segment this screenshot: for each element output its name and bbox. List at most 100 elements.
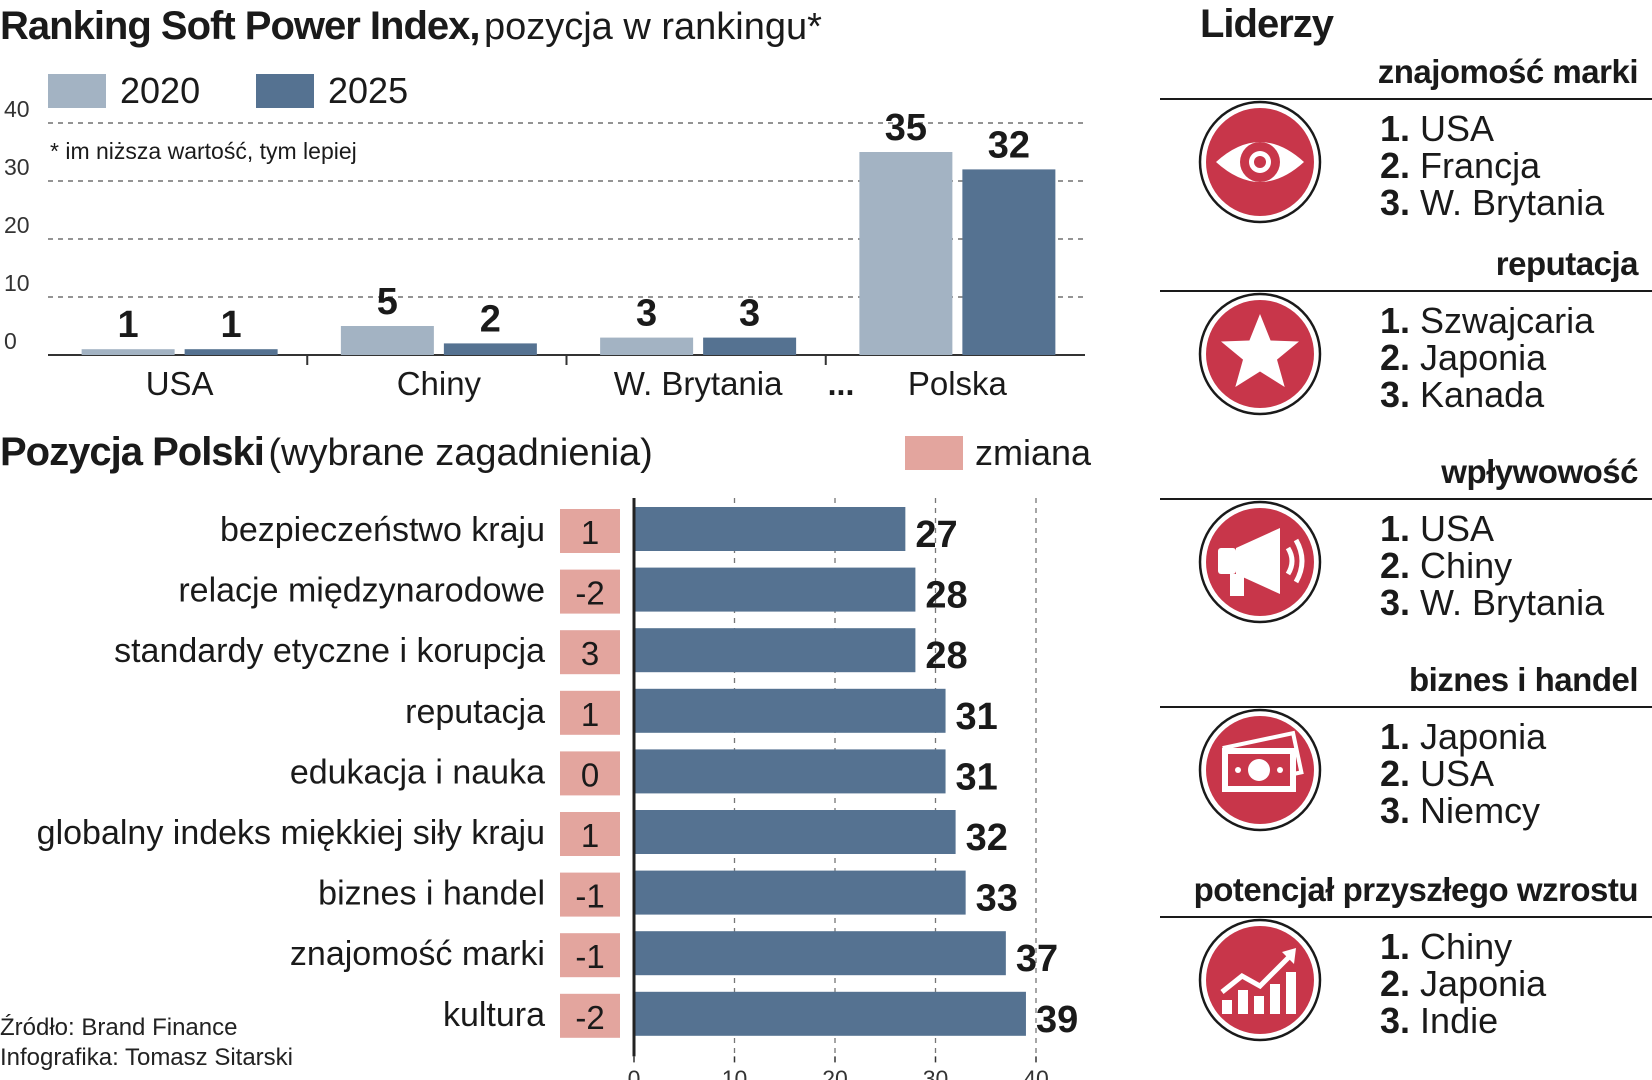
leaders-category-potencjal-przyszlego-wzrostu: potencjał przyszłego wzrostu 1. Chiny 2. J… (1160, 870, 1652, 1060)
leaders-category-title: reputacja (1495, 245, 1639, 282)
leader-rank: 3. (1380, 182, 1411, 223)
leader-country: Japonia (1420, 963, 1547, 1004)
leader-item: 2. Japonia (1380, 965, 1546, 1002)
ranking-title-regular: pozycja w rankingu* (483, 6, 822, 48)
data-label: 28 (925, 635, 967, 677)
leader-item: 2. Francja (1380, 147, 1604, 184)
y-tick-label: 10 (4, 270, 30, 296)
change-value: 1 (581, 696, 599, 733)
leader-item: 1. Chiny (1380, 928, 1546, 965)
money-icon (1198, 708, 1322, 832)
x-tick-label: 10 (722, 1065, 748, 1080)
poland-chart-title: Pozycja Polski (wybrane zagadnienia) (0, 430, 653, 475)
leader-rank: 3. (1380, 582, 1411, 623)
leader-rank: 3. (1380, 790, 1411, 831)
category-label-biznes-i-handel: biznes i handel (318, 875, 545, 913)
leader-country: W. Brytania (1420, 582, 1605, 623)
leader-item: 2. Japonia (1380, 339, 1594, 376)
y-tick-label: 30 (4, 154, 30, 180)
ranking-chart-title: Ranking Soft Power Index, pozycja w rank… (0, 4, 822, 49)
category-label-reputacja: reputacja (405, 693, 545, 731)
leader-item: 1. USA (1380, 110, 1604, 147)
change-value: -1 (575, 938, 604, 975)
change-value: 1 (581, 817, 599, 854)
leader-country: Chiny (1420, 545, 1513, 586)
leaders-category-title: potencjał przyszłego wzrostu (1193, 871, 1639, 908)
growth-chart-icon (1198, 918, 1322, 1042)
megaphone-icon (1198, 500, 1322, 624)
bar-2020-polska (859, 152, 953, 355)
data-label: 31 (956, 756, 998, 798)
data-label: 3 (739, 293, 760, 335)
leader-rank: 2. (1380, 963, 1411, 1004)
data-label: 1 (221, 304, 242, 346)
footnote: * im niższa wartość, tym lepiej (50, 138, 357, 164)
bar-znajomosc-marki (634, 931, 1006, 976)
leaders-title: Liderzy (1200, 2, 1334, 46)
leader-rank: 2. (1380, 145, 1411, 186)
leader-item: 3. Kanada (1380, 376, 1594, 413)
data-label: 39 (1036, 999, 1078, 1041)
ranking-title-bold: Ranking Soft Power Index, (0, 4, 481, 48)
bar-2020-usa (81, 349, 175, 355)
leaders-category-title: wpływowość (1441, 453, 1638, 490)
data-label: 2 (480, 298, 501, 340)
change-box-relacje-miedzynarodowe (560, 569, 620, 614)
leader-rank: 3. (1380, 374, 1411, 415)
bar-2020-w-brytania (600, 337, 694, 355)
leaders-list: 1. USA 2. Francja 3. W. Brytania (1380, 110, 1604, 221)
star-icon (1198, 292, 1322, 416)
leaders-category-title: biznes i handel (1408, 661, 1639, 698)
leaders-divider (1160, 498, 1652, 500)
leaders-category-znajomosc-marki: znajomość marki 1. USA 2. Francja 3. W. Bry… (1160, 52, 1652, 242)
y-tick-label: 20 (4, 212, 30, 238)
change-value: 3 (581, 635, 599, 672)
change-box-reputacja (560, 690, 620, 735)
x-tick-label: 40 (1023, 1065, 1049, 1080)
legend-item-2020: 2020 (48, 70, 200, 112)
change-legend-label: zmiana (975, 432, 1092, 473)
bar-2025-usa (184, 349, 278, 355)
leaders-category-wplywowosc: wpływowość 1. USA 2. Chiny 3. W. Brytania (1160, 452, 1652, 642)
leader-rank: 1. (1380, 508, 1411, 549)
legend-label-2025: 2025 (328, 70, 409, 111)
leaders-list: 1. Chiny 2. Japonia 3. Indie (1380, 928, 1546, 1039)
category-label-kultura: kultura (443, 996, 545, 1034)
poland-title-bold: Pozycja Polski (0, 430, 265, 474)
bar-kultura (634, 991, 1026, 1036)
change-value: -1 (575, 878, 604, 915)
bar-biznes-i-handel (634, 870, 966, 915)
leader-item: 3. W. Brytania (1380, 584, 1604, 621)
x-tick-label: 0 (628, 1065, 641, 1080)
leader-rank: 1. (1380, 926, 1411, 967)
leaders-list: 1. USA 2. Chiny 3. W. Brytania (1380, 510, 1604, 621)
data-label: 31 (956, 696, 998, 738)
change-box-kultura (560, 993, 620, 1038)
category-label-globalny-indeks-miekkiej-sily-kraju: globalny indeks miękkiej siły kraju (37, 814, 545, 852)
category-label-bezpieczenstwo-kraju: bezpieczeństwo kraju (220, 511, 545, 549)
leaders-category-reputacja: reputacja 1. Szwajcaria 2. Japonia 3. Kanad… (1160, 244, 1652, 434)
leader-rank: 1. (1380, 108, 1411, 149)
leaders-divider (1160, 916, 1652, 918)
leaders-list: 1. Szwajcaria 2. Japonia 3. Kanada (1380, 302, 1594, 413)
leaders-category-biznes-i-handel: biznes i handel 1. Japonia 2. USA 3. Niemcy (1160, 660, 1652, 850)
category-label-standardy-etyczne-i-korupcja: standardy etyczne i korupcja (114, 632, 545, 670)
leaders-divider (1160, 290, 1652, 292)
change-legend-swatch (905, 436, 963, 470)
category-label-relacje-miedzynarodowe: relacje międzynarodowe (178, 572, 545, 610)
leaders-category-title: znajomość marki (1377, 53, 1639, 90)
change-value: -2 (575, 575, 604, 612)
leader-country: USA (1420, 753, 1495, 794)
leader-country: Chiny (1420, 926, 1513, 967)
leader-item: 2. USA (1380, 755, 1546, 792)
leader-country: Francja (1420, 145, 1541, 186)
data-label: 33 (976, 878, 1018, 920)
leader-country: Niemcy (1420, 790, 1541, 831)
leaders-divider (1160, 706, 1652, 708)
change-value: 0 (581, 756, 599, 793)
source-line: Źródło: Brand Finance (0, 1014, 238, 1041)
data-label: 5 (377, 281, 398, 323)
bar-globalny-indeks-miekkiej-sily-kraju (634, 810, 956, 854)
leader-country: Szwajcaria (1420, 300, 1595, 341)
ellipsis-label: ... (828, 366, 855, 402)
